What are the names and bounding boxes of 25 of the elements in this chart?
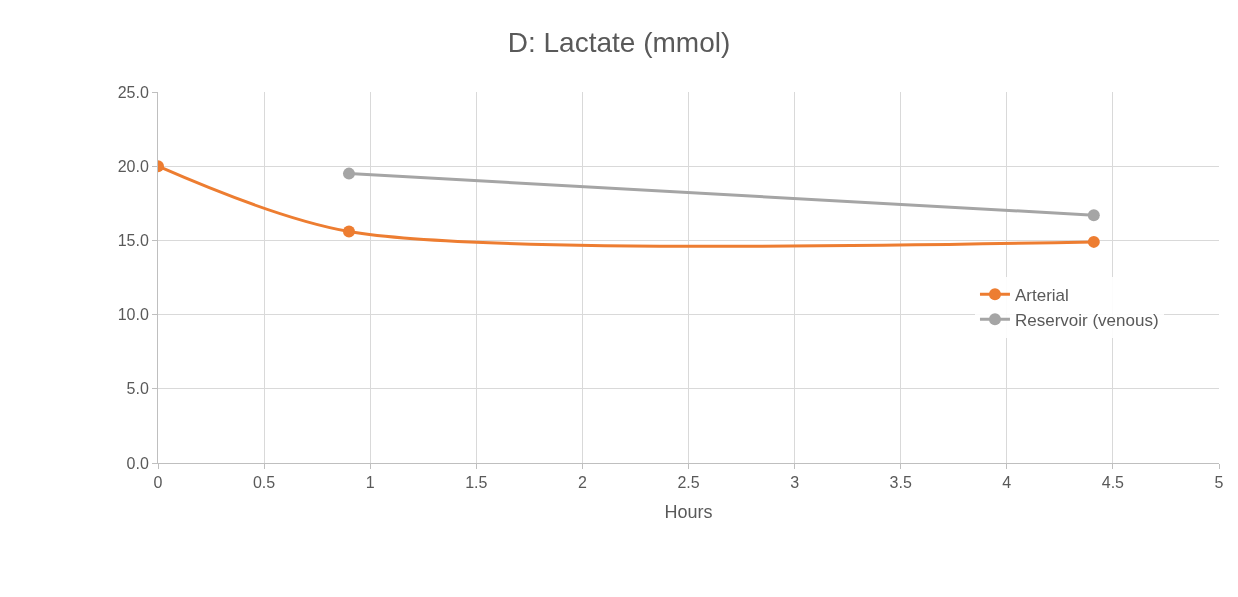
x-tick-label: 0 [153,474,163,492]
y-tick-label: 20.0 [117,157,149,175]
y-tick-label: 10.0 [117,306,149,324]
x-tick-label: 4.5 [1101,474,1125,492]
y-tick-label: 15.0 [117,232,149,249]
x-tick-label: 2 [577,474,587,492]
chart-title: D: Lactate (mmol) [507,26,731,58]
x-tick-label: 1.5 [465,474,488,492]
y-tick-label: 25.0 [117,83,149,101]
legend-label: Reservoir (venous) [1014,310,1159,330]
x-axis-title: Hours [664,502,713,523]
point [1087,235,1100,248]
point [1087,209,1100,222]
point [342,167,355,180]
y-tick-label: 5.0 [126,380,149,398]
x-tick-label: 3.5 [889,474,912,492]
x-tick-label: 2.5 [677,474,700,492]
point [342,225,355,238]
y-tick-label: 0.0 [126,454,149,472]
x-tick-label: 3 [790,474,800,492]
x-tick-label: 0.5 [252,474,276,492]
x-tick-label: 5 [1214,474,1224,492]
x-tick-label: 1 [365,474,375,492]
x-tick-label: 4 [1002,474,1012,492]
legend-label: Arterial [1014,285,1069,305]
